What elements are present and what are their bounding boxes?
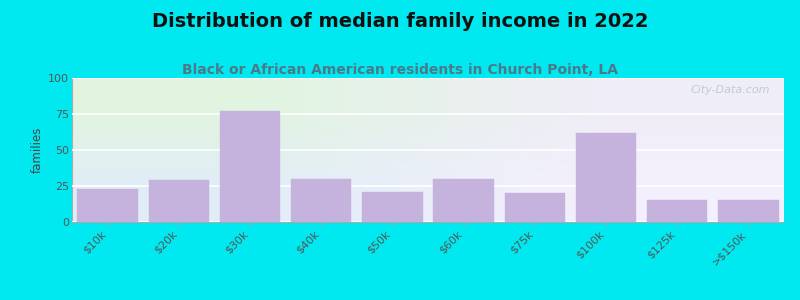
Bar (291, 179, 351, 222)
Bar (718, 200, 778, 222)
Bar (647, 200, 707, 222)
Bar (149, 180, 209, 222)
Text: Black or African American residents in Church Point, LA: Black or African American residents in C… (182, 63, 618, 77)
Bar (576, 133, 636, 222)
Text: City-Data.com: City-Data.com (690, 85, 770, 95)
Bar (434, 179, 494, 222)
Text: Distribution of median family income in 2022: Distribution of median family income in … (152, 12, 648, 31)
Bar (78, 189, 138, 222)
Bar (362, 192, 422, 222)
Bar (220, 111, 280, 222)
Bar (505, 193, 565, 222)
Y-axis label: families: families (31, 127, 44, 173)
